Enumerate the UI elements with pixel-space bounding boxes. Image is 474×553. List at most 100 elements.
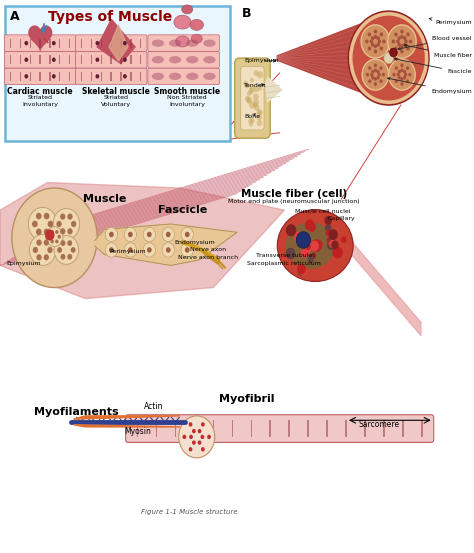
Circle shape: [71, 221, 76, 227]
Circle shape: [243, 81, 248, 86]
Circle shape: [249, 102, 255, 109]
Circle shape: [305, 243, 311, 250]
Text: Muscle: Muscle: [82, 194, 126, 204]
Bar: [20, 72, 21, 81]
Circle shape: [124, 243, 137, 257]
FancyBboxPatch shape: [75, 35, 147, 51]
Circle shape: [327, 241, 336, 250]
Circle shape: [401, 82, 403, 86]
Ellipse shape: [286, 222, 335, 269]
Circle shape: [36, 254, 42, 260]
Text: Endomysium: Endomysium: [388, 77, 472, 94]
Circle shape: [179, 416, 215, 458]
Circle shape: [374, 64, 377, 67]
Ellipse shape: [186, 39, 199, 47]
FancyBboxPatch shape: [75, 68, 147, 85]
Bar: [39, 39, 41, 48]
Circle shape: [12, 188, 97, 288]
Circle shape: [109, 247, 114, 253]
Circle shape: [392, 39, 395, 44]
Text: Smooth muscle: Smooth muscle: [154, 87, 220, 96]
Text: Muscle fiber (cell): Muscle fiber (cell): [241, 189, 347, 199]
Bar: [49, 72, 51, 81]
Circle shape: [404, 73, 407, 76]
Circle shape: [296, 232, 310, 248]
Circle shape: [388, 25, 416, 58]
Circle shape: [60, 228, 65, 234]
Bar: [120, 72, 122, 81]
Text: Sarcomere: Sarcomere: [359, 420, 400, 429]
FancyBboxPatch shape: [148, 68, 219, 85]
Polygon shape: [29, 26, 52, 50]
Circle shape: [50, 230, 54, 234]
Polygon shape: [73, 425, 180, 427]
Bar: [100, 55, 102, 64]
Circle shape: [324, 216, 332, 225]
Circle shape: [371, 36, 374, 40]
Circle shape: [348, 11, 429, 105]
Circle shape: [401, 77, 403, 81]
Circle shape: [57, 247, 62, 253]
Bar: [130, 39, 131, 48]
Circle shape: [371, 70, 374, 74]
Circle shape: [305, 220, 314, 231]
Circle shape: [29, 234, 56, 265]
Bar: [81, 55, 82, 64]
Polygon shape: [73, 416, 180, 419]
Circle shape: [341, 237, 347, 243]
Circle shape: [368, 33, 371, 36]
Circle shape: [374, 49, 377, 54]
Circle shape: [250, 78, 254, 82]
Circle shape: [333, 247, 343, 258]
Circle shape: [201, 422, 205, 426]
Circle shape: [124, 227, 137, 242]
Circle shape: [376, 76, 380, 80]
Circle shape: [128, 232, 133, 237]
Circle shape: [109, 232, 114, 237]
FancyBboxPatch shape: [75, 51, 147, 68]
Bar: [20, 39, 21, 48]
Circle shape: [257, 71, 263, 79]
Bar: [49, 55, 51, 64]
Circle shape: [67, 213, 73, 220]
Circle shape: [313, 239, 322, 251]
Bar: [137, 420, 138, 437]
Circle shape: [55, 230, 59, 234]
Circle shape: [249, 85, 255, 92]
Circle shape: [392, 73, 396, 76]
Circle shape: [181, 227, 193, 242]
Circle shape: [33, 247, 38, 253]
Text: Capillary: Capillary: [328, 216, 355, 222]
Circle shape: [361, 25, 390, 58]
FancyBboxPatch shape: [235, 58, 270, 138]
Text: Types of Muscle: Types of Muscle: [48, 10, 173, 24]
Circle shape: [185, 232, 190, 237]
Circle shape: [257, 120, 262, 126]
Circle shape: [406, 80, 409, 83]
Circle shape: [328, 237, 335, 244]
Circle shape: [313, 243, 319, 250]
Circle shape: [45, 229, 55, 241]
Circle shape: [143, 243, 155, 257]
Circle shape: [400, 49, 404, 54]
Text: Transverse tubule: Transverse tubule: [256, 253, 312, 258]
Circle shape: [185, 247, 190, 253]
Text: Epimysium: Epimysium: [6, 260, 41, 266]
Text: Motor end plate (neuromuscular junction): Motor end plate (neuromuscular junction): [228, 199, 360, 205]
Circle shape: [24, 74, 28, 79]
Circle shape: [67, 228, 73, 234]
Bar: [39, 55, 41, 64]
Circle shape: [389, 59, 415, 90]
Bar: [130, 72, 131, 81]
Circle shape: [294, 231, 304, 243]
Circle shape: [308, 256, 314, 263]
Text: Muscle cell nuclei: Muscle cell nuclei: [294, 208, 350, 214]
Circle shape: [67, 240, 72, 246]
Circle shape: [198, 440, 201, 445]
Circle shape: [258, 86, 262, 91]
Circle shape: [52, 58, 55, 62]
Circle shape: [53, 208, 80, 239]
Circle shape: [301, 249, 308, 258]
Bar: [81, 72, 82, 81]
Circle shape: [409, 39, 412, 44]
